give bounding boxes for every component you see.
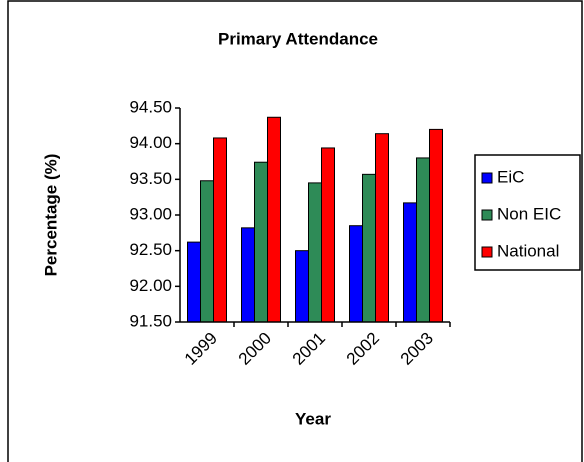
y-tick-label: 92.50 [129,240,172,259]
legend-label: EiC [497,167,524,186]
y-tick-label: 93.50 [129,169,172,188]
y-tick-label: 93.00 [129,204,172,223]
bar [241,227,255,323]
bar [267,116,281,323]
bar [429,128,443,323]
bar [321,147,335,323]
y-tick-label: 94.00 [129,133,172,152]
legend-swatch [481,209,493,221]
bar [254,161,268,323]
y-tick-label: 94.50 [129,97,172,116]
chart-title: Primary Attendance [218,29,378,48]
y-axis-label: Percentage (%) [41,154,60,277]
y-tick-label: 92.00 [129,276,172,295]
legend-label: Non EIC [497,204,561,223]
bar [362,173,376,323]
legend-swatch [481,172,493,184]
bar [308,182,322,323]
legend-label: National [497,241,559,260]
legend-swatch [481,246,493,258]
bar [349,225,363,323]
x-axis-label: Year [295,409,331,428]
bar [213,137,227,323]
y-tick-label: 91.50 [129,311,172,330]
bar [375,133,389,323]
bar [187,241,201,323]
bar [416,157,430,323]
bar [295,250,309,323]
bar [403,202,417,323]
bar [200,180,214,323]
